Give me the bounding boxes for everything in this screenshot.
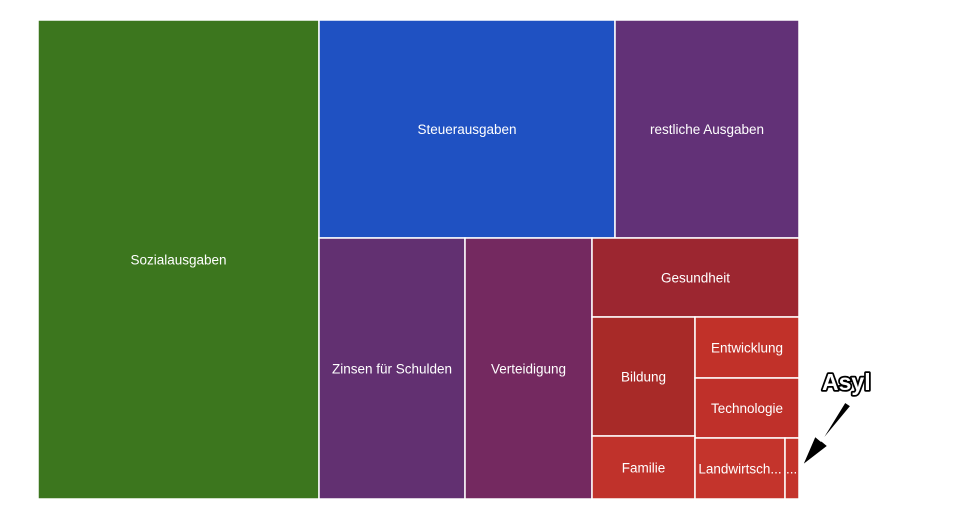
arrow-icon [801, 401, 852, 467]
tile-steuerausgaben: Steuerausgaben [318, 19, 616, 239]
tile-technologie: Technologie [694, 377, 800, 439]
tile-rect-verteidigung [464, 237, 593, 500]
tile-rect-steuerausgaben [318, 19, 616, 239]
tile-landwirtsch: Landwirtsch... [694, 437, 786, 500]
tile-label-familie: Familie [622, 461, 666, 476]
asyl-annotation: Asyl [801, 367, 872, 467]
asyl-label: Asyl [822, 369, 871, 395]
tile-bildung: Bildung [591, 316, 696, 437]
tile-familie: Familie [591, 435, 696, 500]
tile-gesundheit: Gesundheit [591, 237, 800, 318]
tile-rect-restliche-ausgaben [614, 19, 800, 239]
tile-label-sozialausgaben: Sozialausgaben [130, 253, 226, 268]
tile-rect-entwicklung [694, 316, 800, 379]
treemap-tiles: Sozialausgaben Steuerausgaben restliche Au… [37, 19, 800, 500]
tile-rect-zinsen-fuer-schulden [318, 237, 466, 500]
tile-label-small: ... [786, 462, 797, 477]
tile-entwicklung: Entwicklung [694, 316, 800, 379]
tile-label-entwicklung: Entwicklung [711, 341, 783, 356]
tile-label-steuerausgaben: Steuerausgaben [417, 122, 516, 137]
tile-rect-gesundheit [591, 237, 800, 318]
tile-verteidigung: Verteidigung [464, 237, 593, 500]
tile-rect-familie [591, 435, 696, 500]
tile-rect-small [784, 437, 800, 500]
tile-label-verteidigung: Verteidigung [491, 362, 566, 377]
tile-zinsen-fuer-schulden: Zinsen für Schulden [318, 237, 466, 500]
tile-restliche-ausgaben: restliche Ausgaben [614, 19, 800, 239]
tile-label-technologie: Technologie [711, 401, 783, 416]
tile-rect-sozialausgaben [37, 19, 320, 500]
tile-label-bildung: Bildung [621, 370, 666, 385]
tile-label-restliche-ausgaben: restliche Ausgaben [650, 122, 764, 137]
tile-small: ... [784, 437, 800, 500]
tile-sozialausgaben: Sozialausgaben [37, 19, 320, 500]
tile-label-zinsen-fuer-schulden: Zinsen für Schulden [332, 362, 452, 377]
tile-label-gesundheit: Gesundheit [661, 271, 730, 286]
tile-label-landwirtsch: Landwirtsch... [698, 462, 781, 477]
